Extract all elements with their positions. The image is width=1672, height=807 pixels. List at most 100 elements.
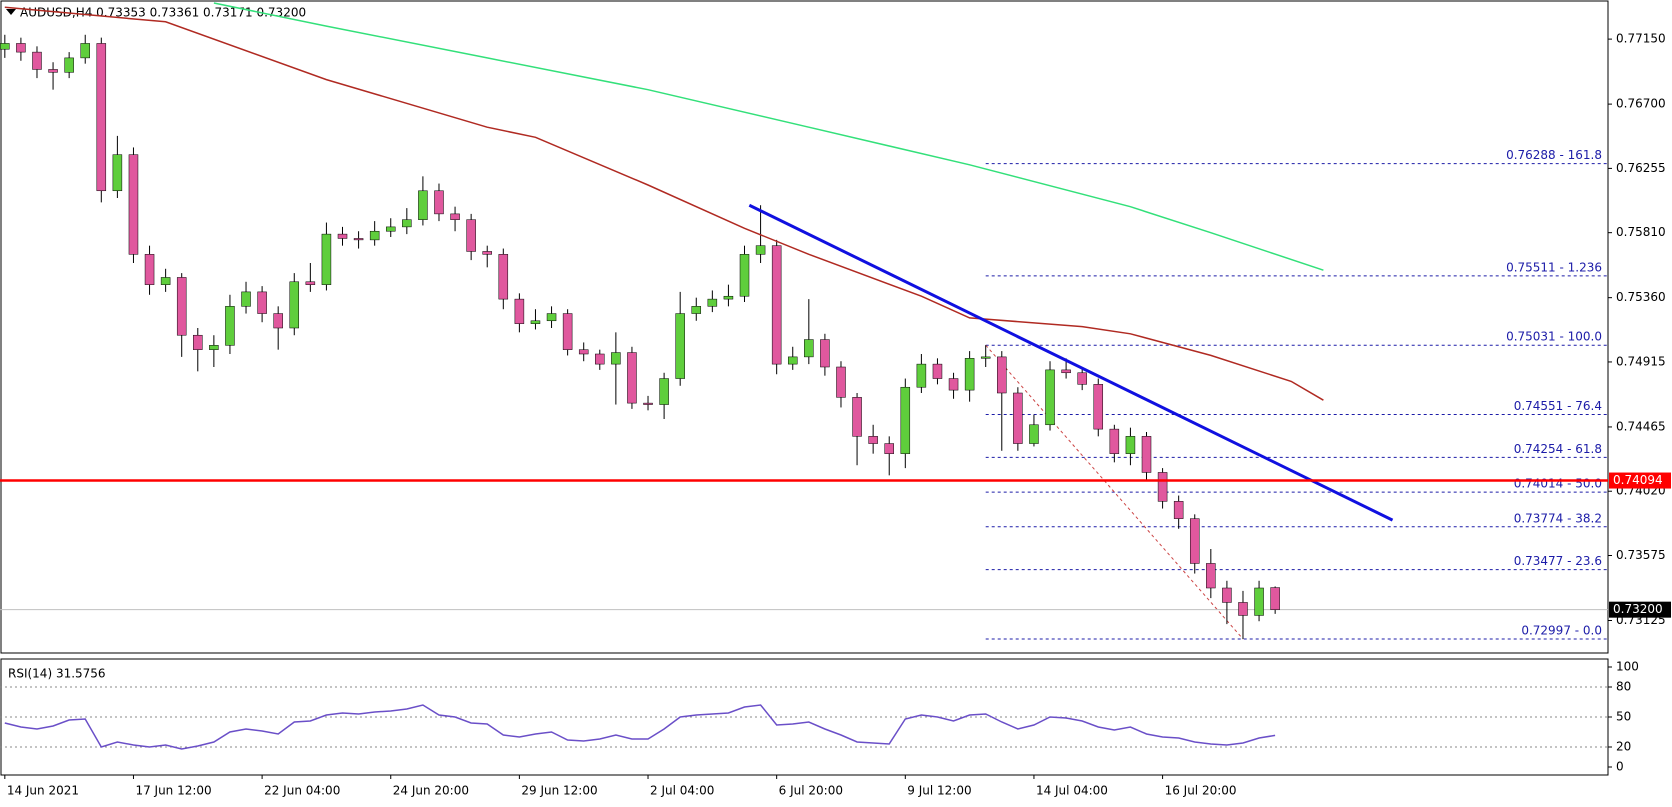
candle-body <box>64 57 74 73</box>
candle-body <box>418 190 428 220</box>
candle-body <box>1013 392 1023 444</box>
candle-body <box>1270 587 1280 610</box>
fib-diagonal <box>985 344 1244 640</box>
x-tick-label: 29 Jun 12:00 <box>521 784 597 798</box>
y-tick-label: 80 <box>1616 680 1631 694</box>
candle-body <box>16 43 26 53</box>
y-tick-label: 0.77150 <box>1616 32 1666 46</box>
y-tick-label: 0.76700 <box>1616 97 1666 111</box>
candle-body <box>369 230 380 241</box>
x-tick-label: 14 Jun 2021 <box>7 784 79 798</box>
candle-body <box>1077 372 1087 385</box>
candle-body <box>675 313 685 379</box>
main-frame <box>0 0 1609 654</box>
y-tick-label: 0.73575 <box>1616 548 1666 562</box>
x-tick-label: 17 Jun 12:00 <box>135 784 211 798</box>
x-tick-label: 22 Jun 04:00 <box>264 784 340 798</box>
y-tick-label: 0 <box>1616 760 1624 774</box>
candle-body <box>578 349 589 355</box>
candle-body <box>643 402 653 405</box>
candle-body <box>160 277 171 285</box>
moving-average <box>4 6 1324 401</box>
y-tick-label: 0.75360 <box>1616 290 1666 304</box>
fib-label: 0.74551 - 76.4 <box>1514 399 1602 413</box>
candle-body <box>1238 602 1248 616</box>
candle-body <box>32 51 42 70</box>
candle-body <box>723 295 734 300</box>
y-tick-label: 0.76255 <box>1616 161 1666 175</box>
candle-body <box>176 277 187 336</box>
candle-body <box>562 313 573 350</box>
price-box <box>1609 472 1671 489</box>
candle-body <box>1222 587 1232 603</box>
candle-body <box>755 245 766 255</box>
candle-body <box>305 281 316 285</box>
candle-body <box>804 339 814 358</box>
candle-body <box>980 356 991 359</box>
candle-body <box>257 291 267 314</box>
candle-body <box>209 345 219 350</box>
y-tick-label: 0.75810 <box>1616 225 1666 239</box>
fib-label: 0.74254 - 61.8 <box>1514 442 1602 456</box>
candle-body <box>0 43 10 50</box>
fib-label: 0.73774 - 38.2 <box>1514 511 1602 525</box>
x-tick-label: 6 Jul 20:00 <box>779 784 843 798</box>
candle-body <box>852 397 862 437</box>
candle-body <box>337 233 348 239</box>
price-box-label: 0.73200 <box>1613 602 1663 616</box>
candle-body <box>964 358 975 391</box>
candle-body <box>1125 436 1136 454</box>
candle-body <box>546 313 557 322</box>
candle-body <box>707 298 718 307</box>
fib-label: 0.73477 - 23.6 <box>1514 554 1602 568</box>
candle-body <box>434 190 444 215</box>
candle-body <box>1141 436 1152 473</box>
candle-body <box>402 219 412 228</box>
y-tick-label: 100 <box>1616 660 1639 674</box>
candle-body <box>1173 501 1184 519</box>
trendline <box>748 203 1394 522</box>
price-box-label: 0.74094 <box>1613 473 1663 487</box>
candle-body <box>739 254 750 297</box>
candle-body <box>1109 428 1120 454</box>
candle-body <box>948 378 959 391</box>
x-tick-label: 24 Jun 20:00 <box>393 784 469 798</box>
candle-body <box>1093 384 1104 430</box>
candle-body <box>1206 563 1216 589</box>
candle-body <box>916 363 927 388</box>
y-tick-label: 0.74915 <box>1616 354 1666 368</box>
candle-body <box>659 378 669 405</box>
candle-body <box>884 443 894 454</box>
y-tick-label: 0.74465 <box>1616 419 1666 433</box>
y-tick-label: 20 <box>1616 740 1631 754</box>
y-tick-label: 50 <box>1616 710 1631 724</box>
candle-body <box>1254 587 1264 616</box>
candle-body <box>1061 369 1071 374</box>
candle-body <box>836 366 846 398</box>
candle-body <box>787 356 798 365</box>
x-tick-label: 16 Jul 20:00 <box>1165 784 1237 798</box>
chart-title: AUDUSD,H4 0.73353 0.73361 0.73171 0.7320… <box>20 6 306 20</box>
candle-body <box>771 245 782 365</box>
candle-body <box>241 291 251 307</box>
fib-label: 0.75031 - 100.0 <box>1506 330 1602 344</box>
candle-body <box>273 313 283 329</box>
candle-body <box>144 254 155 285</box>
candle-body <box>691 306 702 314</box>
candle-body <box>353 238 364 241</box>
candle-body <box>48 69 58 73</box>
candle-body <box>1029 424 1039 444</box>
candle-body <box>627 352 637 404</box>
candle-body <box>193 334 203 350</box>
candle-body <box>514 298 525 324</box>
candle-body <box>450 213 460 220</box>
fib-label: 0.75511 - 1.236 <box>1506 260 1602 274</box>
candle-body <box>225 306 235 346</box>
moving-average <box>213 2 1324 271</box>
x-tick-label: 9 Jul 12:00 <box>907 784 971 798</box>
candle-body <box>530 320 541 324</box>
menu-arrow <box>6 9 16 15</box>
